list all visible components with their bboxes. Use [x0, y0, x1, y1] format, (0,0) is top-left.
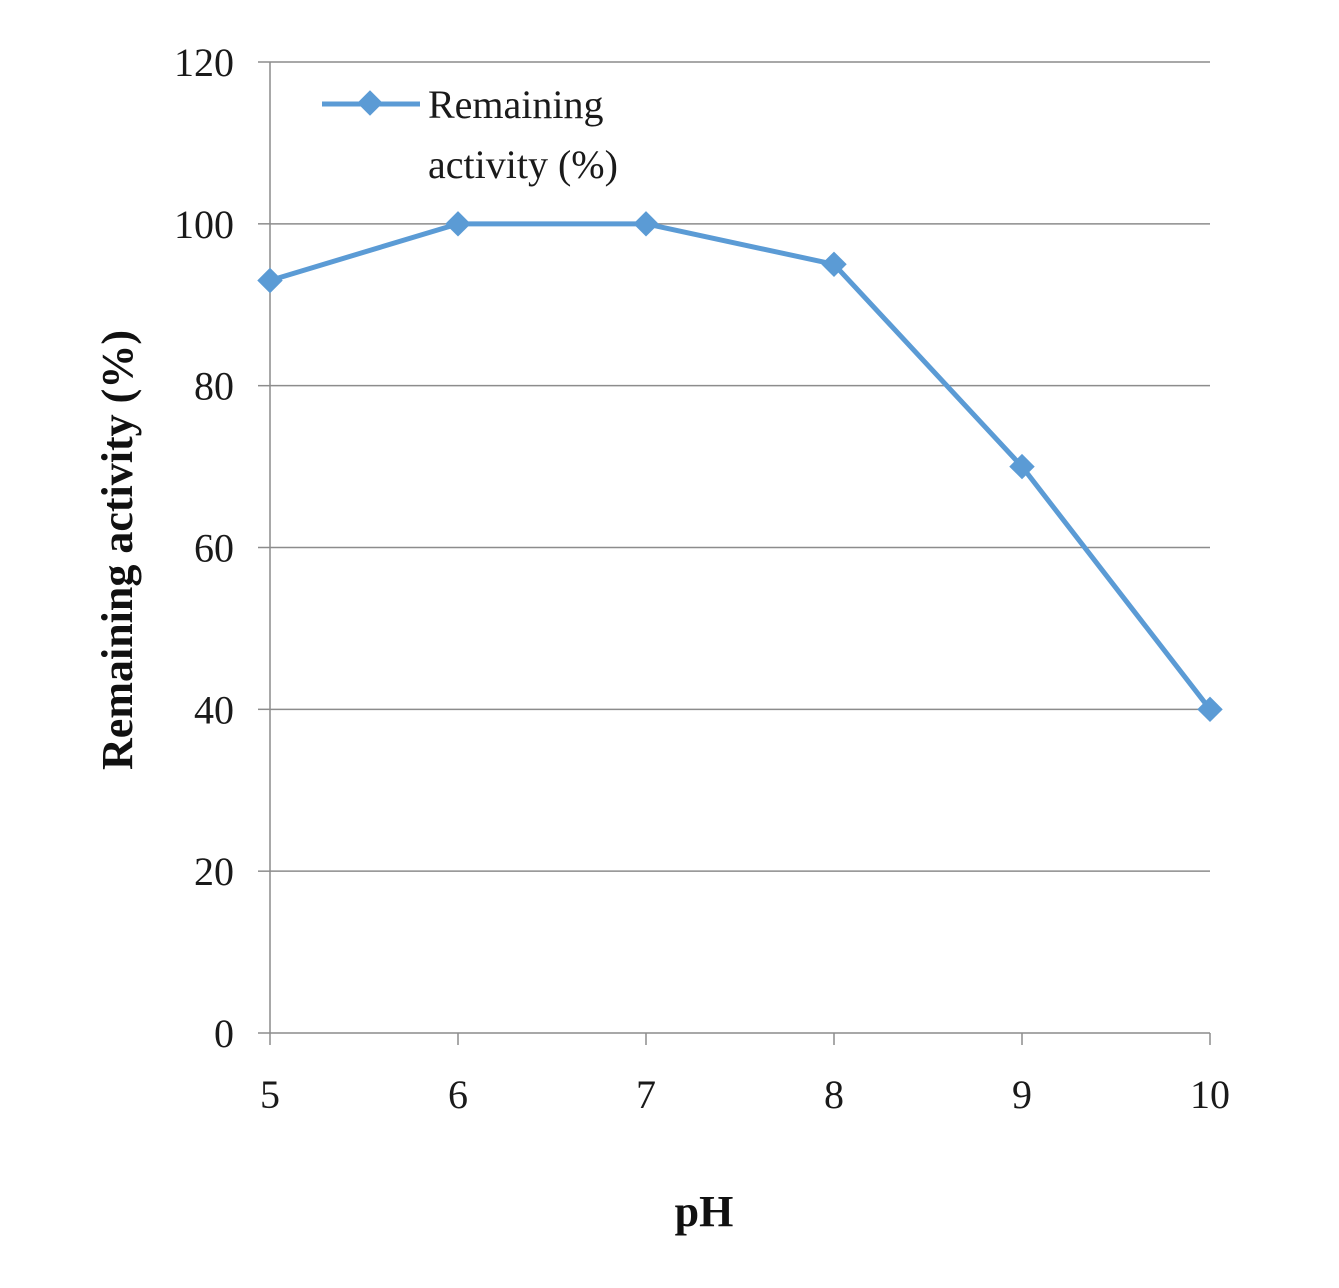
x-axis-title: pH [675, 1187, 734, 1236]
data-point-marker [445, 211, 471, 237]
x-tick-label: 7 [636, 1072, 656, 1117]
legend: Remaining activity (%) [322, 82, 618, 187]
data-point-marker [633, 211, 659, 237]
y-tick-label: 20 [194, 849, 234, 894]
x-tick-label: 9 [1012, 1072, 1032, 1117]
y-tick-label: 60 [194, 526, 234, 571]
y-tick-labels: 0 20 40 60 80 100 120 [174, 40, 234, 1056]
y-tick-label: 80 [194, 364, 234, 409]
y-tick-label: 0 [214, 1011, 234, 1056]
x-tick-label: 8 [824, 1072, 844, 1117]
y-axis-title: Remaining activity (%) [93, 330, 142, 770]
series-line [269, 221, 1212, 711]
axes [258, 61, 1211, 1045]
gridlines [270, 61, 1210, 872]
legend-marker [357, 90, 383, 116]
data-point-marker [821, 251, 847, 278]
y-tick-label: 120 [174, 40, 234, 85]
x-tick-label: 6 [448, 1072, 468, 1117]
legend-label-line-1: Remaining [428, 82, 604, 127]
x-tick-labels: 5 6 7 8 9 10 [260, 1072, 1230, 1117]
y-tick-label: 100 [174, 202, 234, 247]
series-remaining-activity [257, 211, 1223, 723]
y-tick-label: 40 [194, 687, 234, 732]
data-point-marker [257, 267, 283, 294]
legend-label-line-2: activity (%) [428, 142, 618, 187]
x-tick-label: 10 [1190, 1072, 1230, 1117]
x-tick-label: 5 [260, 1072, 280, 1117]
